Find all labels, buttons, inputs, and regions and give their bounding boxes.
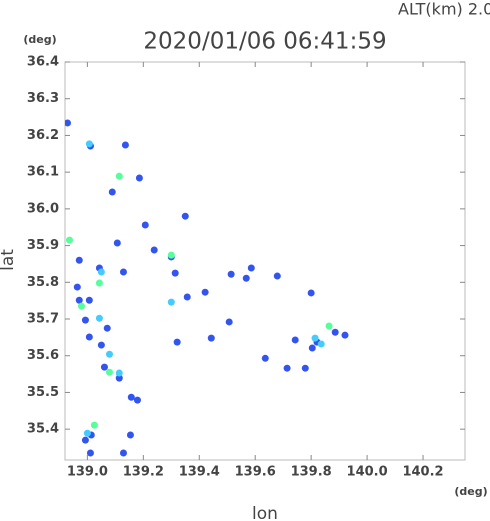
point <box>65 119 72 127</box>
y-tick-label: 36.4 <box>27 55 59 70</box>
point <box>108 188 116 196</box>
x-axis-label: lon <box>252 504 278 521</box>
point <box>115 374 123 382</box>
point <box>121 141 129 149</box>
y-tick-label: 36.1 <box>27 165 59 180</box>
y-tick-label: 35.7 <box>27 312 59 327</box>
y-tick-label: 36.3 <box>27 91 59 106</box>
x-tick-label: 139.4 <box>179 465 220 480</box>
y-axis-label: lat <box>0 249 18 271</box>
point <box>105 368 113 376</box>
point <box>167 298 175 306</box>
point <box>167 251 175 259</box>
point <box>97 341 105 349</box>
y-tick-label: 35.6 <box>27 348 59 363</box>
point <box>86 449 94 457</box>
point <box>141 221 149 229</box>
point <box>127 393 135 401</box>
x-tick-label: 139.6 <box>235 465 276 480</box>
chart-title: 2020/01/06 06:41:59 <box>143 29 386 55</box>
x-tick-label: 140.2 <box>402 465 443 480</box>
plot-frame <box>64 61 466 461</box>
point <box>115 369 123 377</box>
point <box>201 288 209 296</box>
point <box>126 431 134 439</box>
point <box>133 396 141 404</box>
point <box>100 363 108 371</box>
point <box>181 212 189 220</box>
point <box>113 239 121 247</box>
point <box>85 140 93 148</box>
point <box>183 293 191 301</box>
point <box>317 340 325 348</box>
point <box>97 268 105 276</box>
point <box>307 289 315 297</box>
point <box>261 354 269 362</box>
y-tick-label: 35.9 <box>27 238 59 253</box>
point <box>273 272 281 280</box>
y-tick-label: 36.2 <box>27 128 59 143</box>
y-tick-label: 35.5 <box>27 385 59 400</box>
point <box>115 172 123 180</box>
x-tick-label: 139.2 <box>123 465 164 480</box>
point <box>341 331 349 339</box>
point <box>301 364 309 372</box>
y-tick-label: 35.4 <box>27 422 59 437</box>
point <box>85 333 93 341</box>
x-unit: (deg) <box>454 485 487 498</box>
x-tick-label: 140.0 <box>347 465 388 480</box>
point <box>247 264 255 272</box>
point <box>95 314 103 322</box>
point <box>135 174 143 182</box>
point <box>171 269 179 277</box>
point <box>81 436 89 444</box>
point <box>311 334 319 342</box>
point <box>283 364 291 372</box>
point <box>103 324 111 332</box>
point <box>105 350 113 358</box>
point <box>150 246 158 254</box>
point <box>291 336 299 344</box>
chart-subtitle: ALT(km) 2.0 <box>398 0 490 19</box>
point <box>81 316 89 324</box>
point <box>75 256 83 264</box>
point <box>173 338 181 346</box>
point <box>78 302 86 310</box>
point <box>73 283 81 291</box>
point <box>90 421 98 429</box>
point <box>325 322 333 330</box>
point <box>75 296 83 304</box>
y-tick-label: 36.0 <box>27 201 59 216</box>
y-tick-label: 35.8 <box>27 275 59 290</box>
point <box>331 328 339 336</box>
point <box>85 296 93 304</box>
point <box>65 236 73 244</box>
y-unit: (deg) <box>23 33 56 46</box>
point <box>308 344 316 352</box>
points <box>65 119 349 457</box>
point <box>225 318 233 326</box>
point <box>119 449 127 457</box>
x-tick-label: 139.0 <box>67 465 108 480</box>
point <box>119 268 127 276</box>
point <box>207 334 215 342</box>
point <box>227 270 235 278</box>
point <box>83 429 91 437</box>
point <box>242 274 250 282</box>
x-tick-label: 139.8 <box>291 465 332 480</box>
point <box>95 279 103 287</box>
